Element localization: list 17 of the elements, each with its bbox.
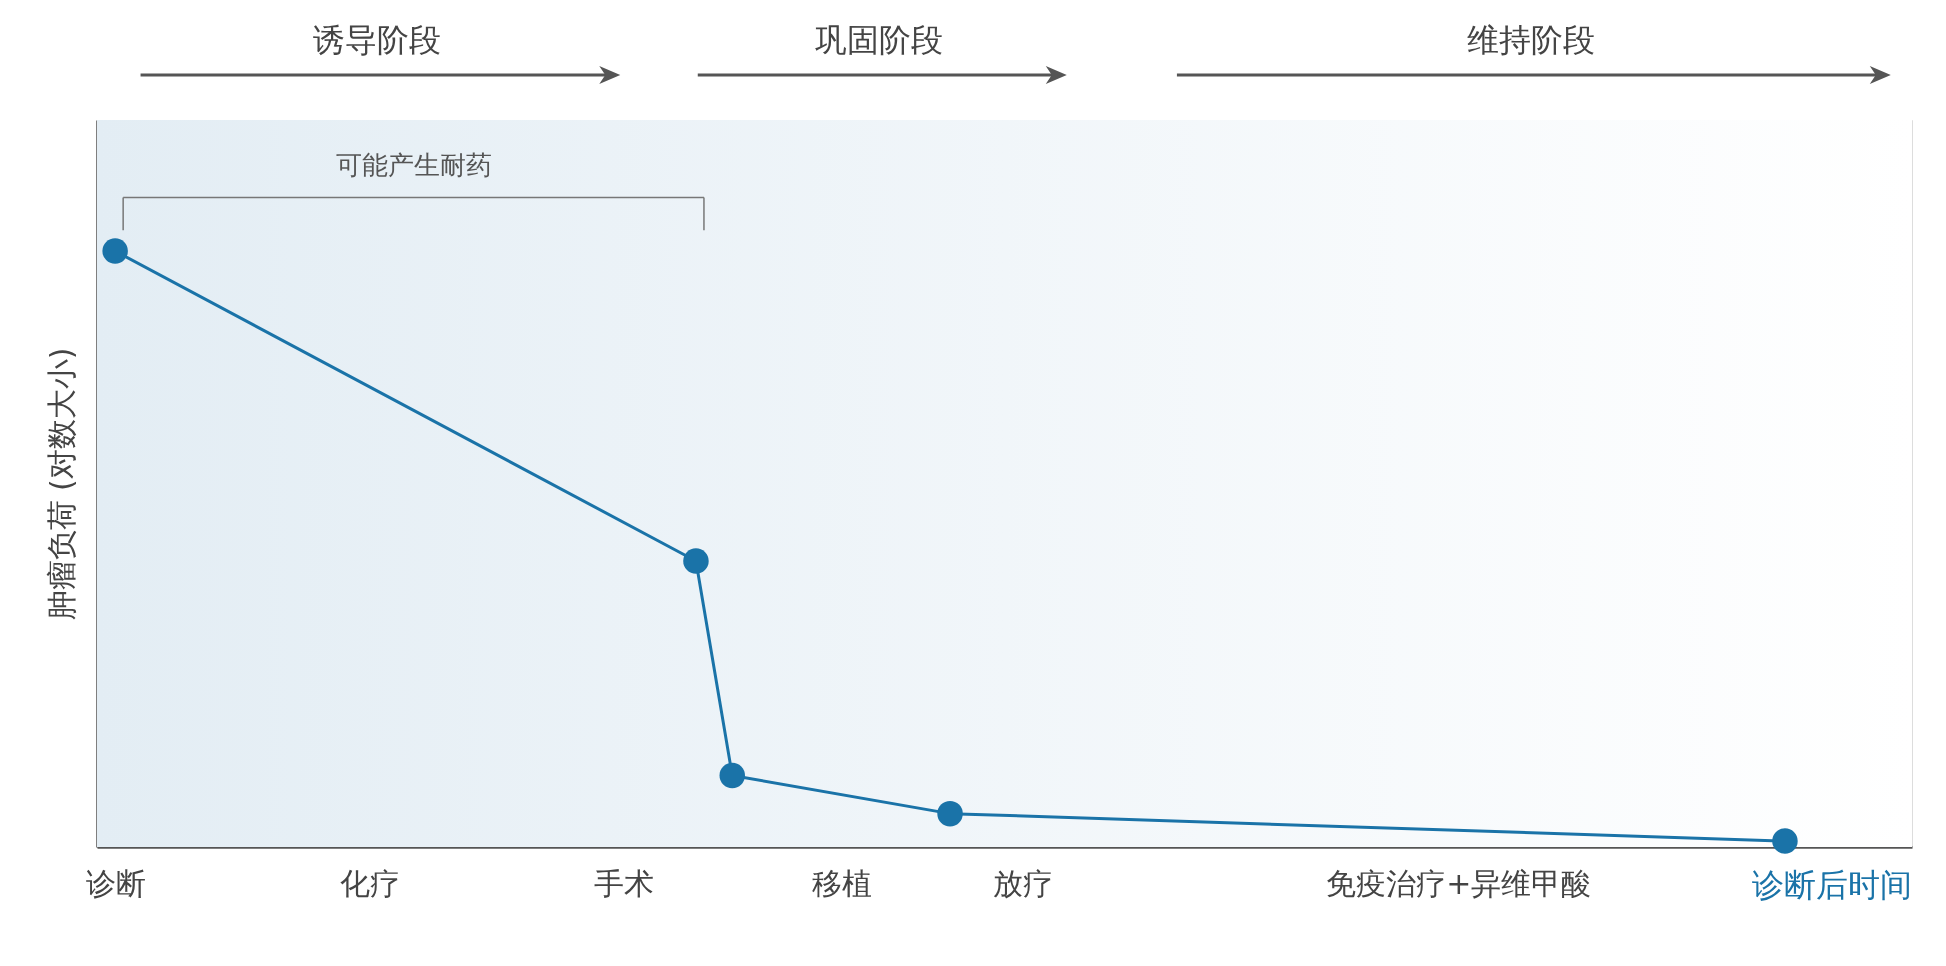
x-tick-label: 诊断: [85, 865, 146, 901]
point: [102, 238, 128, 264]
text: 巩固阶段: [815, 21, 944, 59]
y-axis-title: 肿瘤负荷 (对数大小): [43, 347, 79, 621]
point: [719, 762, 745, 789]
x-tick-label: 化疗: [339, 865, 400, 901]
point: [937, 800, 963, 827]
text: 可能产生耐药: [335, 150, 492, 181]
text: 维持阶段: [1466, 21, 1595, 59]
text: 诱导阶段: [313, 21, 442, 59]
x-tick-label: 免疫治疗+异维甲酸: [1326, 865, 1592, 901]
point: [1772, 828, 1798, 854]
x-tick-label: 移植: [811, 865, 872, 901]
x-tick-label: 放疗: [993, 865, 1054, 901]
x-tick-label: 手术: [593, 865, 654, 901]
point: [683, 548, 709, 574]
x-axis-title: 诊断后时间: [1752, 866, 1912, 904]
